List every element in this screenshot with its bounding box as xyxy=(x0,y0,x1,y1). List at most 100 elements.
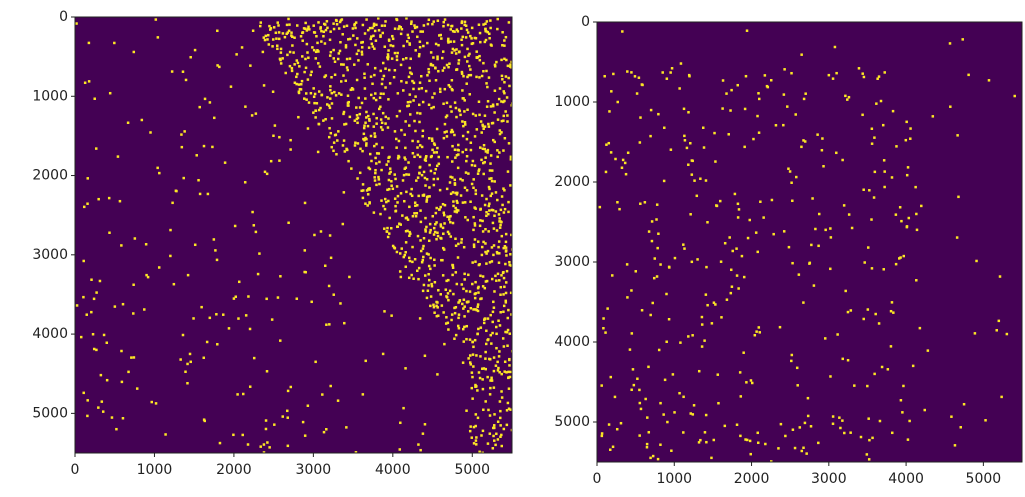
speckle xyxy=(426,74,429,77)
speckle xyxy=(317,62,320,65)
speckle xyxy=(202,356,206,360)
speckle xyxy=(393,27,397,30)
speckle xyxy=(868,189,871,192)
speckle xyxy=(478,113,481,117)
y-tick-label: 5000 xyxy=(32,405,68,421)
speckle xyxy=(492,306,496,309)
speckle xyxy=(211,145,214,149)
speckle xyxy=(289,385,293,389)
speckle xyxy=(393,197,397,200)
speckle xyxy=(484,350,487,354)
speckle xyxy=(95,291,98,294)
speckle xyxy=(374,39,378,42)
speckle xyxy=(401,214,404,217)
speckle xyxy=(784,434,787,438)
speckle xyxy=(377,175,380,179)
speckle xyxy=(461,134,465,138)
speckle xyxy=(446,215,449,219)
speckle xyxy=(899,256,902,259)
speckle xyxy=(873,170,877,174)
speckle xyxy=(493,439,496,442)
speckle xyxy=(396,157,400,160)
speckle xyxy=(495,432,498,436)
speckle xyxy=(507,200,510,204)
speckle xyxy=(431,64,435,67)
speckle xyxy=(172,282,176,286)
speckle xyxy=(898,206,902,209)
speckle xyxy=(691,159,694,163)
speckle xyxy=(361,23,365,27)
speckle xyxy=(433,171,436,175)
speckle xyxy=(920,204,923,208)
speckle xyxy=(424,228,427,231)
speckle xyxy=(425,198,429,202)
speckle xyxy=(472,228,475,232)
speckle xyxy=(322,119,325,122)
speckle xyxy=(337,27,341,30)
speckle xyxy=(493,63,497,67)
speckle xyxy=(451,176,454,179)
speckle xyxy=(442,211,446,215)
speckle xyxy=(461,302,464,306)
speckle xyxy=(328,234,332,237)
speckle xyxy=(889,309,893,313)
speckle xyxy=(866,384,869,388)
speckle xyxy=(682,395,685,399)
speckle xyxy=(333,60,337,63)
speckle xyxy=(404,241,408,244)
speckle xyxy=(416,269,419,273)
speckle xyxy=(502,149,505,152)
speckle xyxy=(838,416,841,419)
speckle xyxy=(442,20,445,24)
speckle xyxy=(388,167,392,170)
speckle xyxy=(480,245,484,249)
speckle xyxy=(458,109,462,113)
speckle xyxy=(478,31,482,35)
speckle xyxy=(441,69,445,72)
speckle xyxy=(320,93,323,97)
speckle xyxy=(476,55,480,59)
speckle xyxy=(454,244,458,247)
speckle xyxy=(628,348,632,351)
speckle xyxy=(469,68,472,71)
speckle xyxy=(889,345,893,348)
speckle xyxy=(322,430,326,434)
speckle xyxy=(894,213,898,216)
speckle xyxy=(507,21,511,24)
speckle xyxy=(446,292,450,295)
speckle xyxy=(222,313,225,316)
speckle xyxy=(132,356,136,359)
speckle xyxy=(325,103,329,106)
speckle xyxy=(417,194,420,198)
speckle xyxy=(490,179,494,183)
speckle xyxy=(712,301,716,304)
speckle xyxy=(380,168,383,172)
speckle xyxy=(214,249,217,252)
speckle xyxy=(457,242,460,246)
speckle xyxy=(486,317,490,320)
speckle xyxy=(877,75,881,78)
speckle xyxy=(691,334,694,337)
speckle xyxy=(498,87,502,90)
speckle xyxy=(317,50,320,53)
speckle xyxy=(436,146,439,150)
speckle xyxy=(342,112,345,116)
speckle xyxy=(422,244,425,248)
speckle xyxy=(365,142,368,145)
speckle xyxy=(295,59,299,62)
speckle xyxy=(387,38,391,42)
speckle xyxy=(455,199,459,203)
x-tick-label: 5000 xyxy=(966,471,1002,487)
speckle xyxy=(432,56,435,59)
speckle xyxy=(506,401,510,405)
speckle xyxy=(450,110,453,113)
speckle xyxy=(390,184,393,187)
speckle xyxy=(416,176,420,179)
speckle xyxy=(409,113,412,116)
speckle xyxy=(312,31,316,34)
speckle xyxy=(472,345,475,349)
speckle xyxy=(626,70,629,73)
speckle xyxy=(263,38,267,42)
speckle xyxy=(510,60,512,64)
speckle xyxy=(169,228,172,232)
